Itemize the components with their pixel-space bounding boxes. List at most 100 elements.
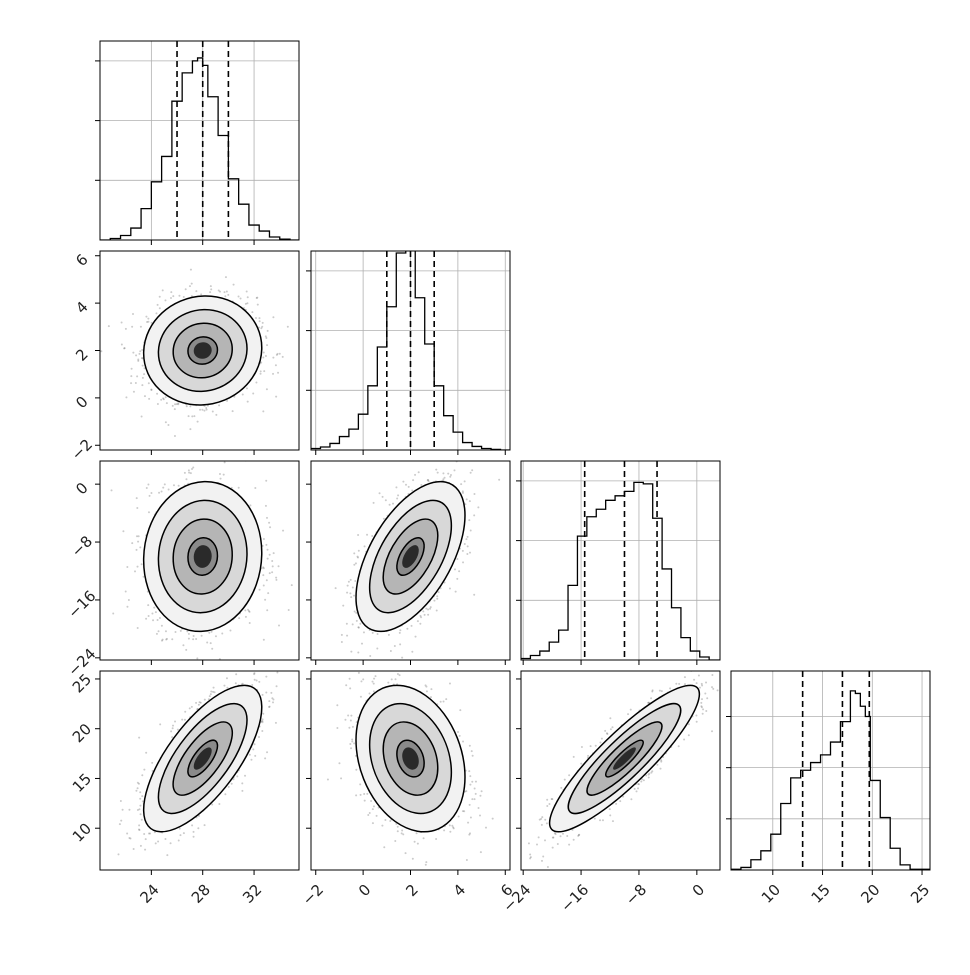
scatter-point [185, 478, 187, 480]
scatter-point [385, 499, 387, 501]
scatter-point [159, 617, 161, 619]
scatter-point [204, 660, 206, 662]
scatter-point [467, 545, 469, 547]
scatter-point [183, 296, 185, 298]
scatter-point [277, 372, 279, 374]
scatter-point [268, 522, 270, 524]
scatter-point [226, 400, 228, 402]
scatter-point [265, 505, 267, 507]
scatter-point [160, 399, 162, 401]
scatter-point [366, 534, 368, 536]
scatter-point [363, 631, 365, 633]
scatter-point [357, 534, 359, 536]
scatter-point [419, 623, 421, 625]
scatter-point [405, 484, 407, 486]
scatter-point [262, 322, 264, 324]
scatter-point [191, 468, 193, 470]
scatter-point [353, 595, 355, 597]
scatter-point [186, 405, 188, 407]
scatter-point [263, 567, 265, 569]
scatter-point [269, 572, 271, 574]
scatter-point [141, 357, 143, 359]
scatter-point [266, 579, 268, 581]
scatter-point [449, 587, 451, 589]
scatter-point [249, 504, 251, 506]
scatter-point [470, 472, 472, 474]
scatter-point [392, 503, 394, 505]
panel-frame [731, 671, 930, 870]
scatter-point [178, 295, 180, 297]
scatter-point [188, 472, 190, 474]
scatter-point [131, 542, 133, 544]
scatter-point [382, 496, 384, 498]
scatter-point [215, 635, 217, 637]
scatter-point [424, 614, 426, 616]
scatter-point [130, 382, 132, 384]
scatter-point [205, 407, 207, 409]
scatter-point [196, 657, 198, 659]
scatter-point [122, 809, 124, 811]
scatter-point [126, 606, 128, 608]
scatter-point [408, 486, 410, 488]
scatter-point [456, 558, 458, 560]
scatter-point [356, 620, 358, 622]
scatter-point [143, 769, 145, 771]
scatter-point [157, 304, 159, 306]
scatter-point [238, 487, 240, 489]
scatter-point [142, 377, 144, 379]
scatter-point [373, 502, 375, 504]
scatter-point [245, 616, 247, 618]
scatter-point [210, 288, 212, 290]
scatter-point [211, 631, 213, 633]
scatter-point [428, 480, 430, 482]
scatter-point [450, 474, 452, 476]
scatter-point [143, 373, 145, 375]
scatter-point [121, 343, 123, 345]
scatter-point [189, 428, 191, 430]
scatter-point [203, 410, 205, 412]
scatter-point [159, 296, 161, 298]
scatter-point [167, 424, 169, 426]
scatter-point [247, 296, 249, 298]
scatter-point [150, 388, 152, 390]
scatter-point [197, 421, 199, 423]
scatter-point [188, 415, 190, 417]
scatter-point [229, 630, 231, 632]
scatter-point [350, 651, 352, 653]
scatter-point [425, 608, 427, 610]
scatter-point [242, 393, 244, 395]
scatter-point [146, 487, 148, 489]
scatter-point [132, 352, 134, 354]
scatter-point [353, 564, 355, 566]
scatter-point [266, 609, 268, 611]
scatter-point [265, 337, 267, 339]
histogram-panel [516, 461, 720, 660]
scatter-point [390, 650, 392, 652]
scatter-point [437, 472, 439, 474]
scatter-point [442, 472, 444, 474]
scatter-point [125, 328, 127, 330]
scatter-point [417, 620, 419, 622]
scatter-point [254, 487, 256, 489]
scatter-point [255, 382, 257, 384]
scatter-point [162, 289, 164, 291]
scatter-point [267, 592, 269, 594]
scatter-point [188, 638, 190, 640]
scatter-point [138, 353, 140, 355]
scatter-point [148, 398, 150, 400]
scatter-point [112, 613, 114, 615]
scatter-point [144, 395, 146, 397]
scatter-point [466, 498, 468, 500]
scatter-panel [100, 611, 300, 870]
scatter-point [462, 490, 464, 492]
scatter-point [259, 589, 261, 591]
panel-content [111, 433, 293, 664]
scatter-point [206, 642, 208, 644]
scatter-point [156, 393, 158, 395]
histogram-step [731, 691, 930, 869]
scatter-point [149, 495, 151, 497]
scatter-point [269, 554, 271, 556]
scatter-point [219, 473, 221, 475]
scatter-point [265, 480, 267, 482]
